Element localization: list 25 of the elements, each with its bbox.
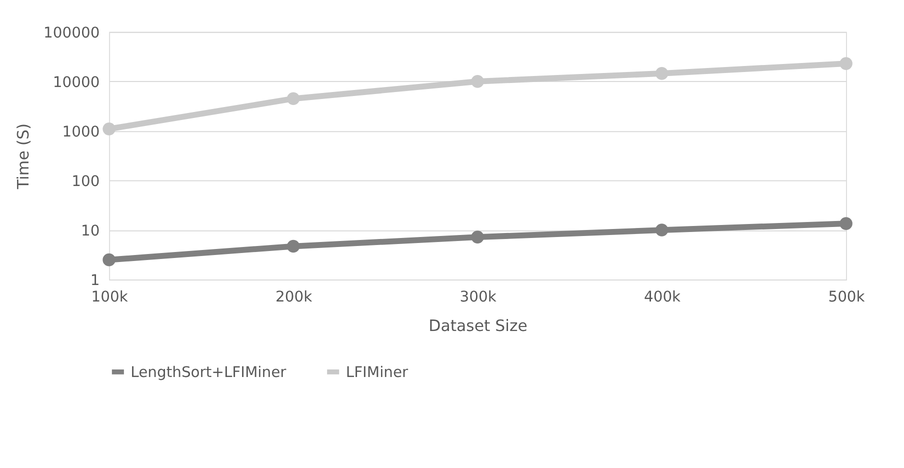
y-tick-label: 100000 bbox=[44, 24, 100, 42]
x-tick-label: 100k bbox=[91, 288, 128, 306]
point bbox=[286, 92, 300, 106]
point bbox=[655, 67, 668, 80]
point bbox=[286, 240, 300, 253]
y-tick-label: 100 bbox=[72, 172, 100, 190]
x-tick-label: 300k bbox=[460, 288, 497, 306]
x-tick-label: 500k bbox=[828, 288, 866, 306]
x-tick-label: 400k bbox=[644, 288, 682, 306]
legend-label: LFIMiner bbox=[346, 364, 410, 381]
y-tick-label: 1000 bbox=[62, 123, 100, 140]
point bbox=[102, 253, 116, 266]
point bbox=[471, 75, 484, 88]
y-tick-label: 10000 bbox=[52, 74, 100, 91]
y-axis-title: Time (S) bbox=[14, 123, 33, 190]
point bbox=[471, 230, 484, 244]
point bbox=[840, 57, 852, 70]
x-axis-title: Dataset Size bbox=[428, 316, 528, 336]
point bbox=[840, 217, 852, 230]
y-tick-label: 1 bbox=[90, 272, 100, 289]
y-tick-label: 10 bbox=[81, 222, 100, 240]
point bbox=[102, 122, 116, 136]
x-tick-label: 200k bbox=[275, 288, 313, 306]
point bbox=[655, 224, 668, 236]
legend-label: LengthSort+LFIMiner bbox=[130, 364, 288, 381]
